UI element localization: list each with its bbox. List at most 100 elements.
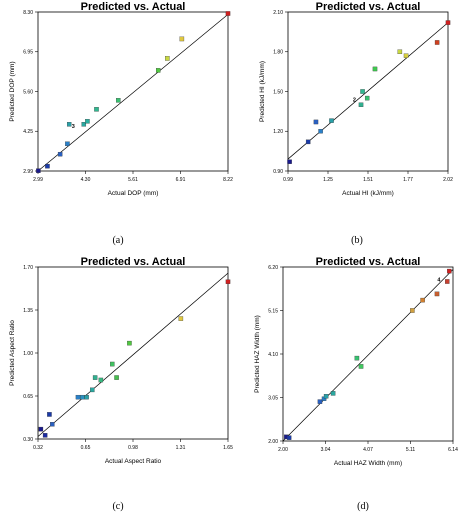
- data-point: [116, 98, 121, 103]
- data-point: [66, 122, 72, 127]
- x-tick-label: 1.77: [403, 177, 413, 183]
- data-point: [127, 340, 132, 346]
- data-point: [305, 139, 311, 145]
- x-tick-label: 6.14: [448, 447, 458, 453]
- y-tick-label: 1.70: [23, 265, 33, 271]
- x-tick-label: 8.22: [223, 177, 233, 183]
- data-point: [358, 364, 364, 369]
- point-count-label: 4: [437, 277, 441, 283]
- panel-label: (b): [351, 235, 363, 246]
- x-tick-label: 5.61: [128, 177, 138, 183]
- x-tick-label: 2.99: [33, 177, 43, 183]
- data-point: [114, 375, 119, 380]
- point-count-label: 2: [353, 97, 356, 103]
- data-point: [57, 151, 63, 157]
- panel-label: (d): [357, 501, 369, 512]
- y-tick-label: 5.60: [23, 89, 33, 95]
- plot-frame: [287, 11, 449, 172]
- y-tick-label: 2.99: [23, 169, 33, 175]
- x-axis-label: Actual HI (kJ/mm): [342, 190, 394, 197]
- y-tick-label: 4.25: [23, 129, 33, 135]
- data-point: [330, 391, 336, 396]
- data-point: [323, 394, 329, 399]
- data-point: [36, 168, 41, 173]
- x-tick-label: 6.91: [176, 177, 186, 183]
- data-point: [165, 56, 170, 61]
- y-tick-label: 2.00: [268, 439, 278, 445]
- panel-label: (a): [112, 235, 123, 246]
- data-point: [434, 40, 440, 45]
- y-tick-label: 0.30: [23, 437, 33, 443]
- y-tick-label: 8.30: [23, 10, 33, 16]
- data-point: [354, 355, 360, 361]
- fit-line: [37, 272, 229, 437]
- x-tick-label: 1.31: [176, 445, 186, 451]
- data-point: [47, 412, 52, 417]
- data-point: [38, 426, 44, 432]
- chart-title: Predicted vs. Actual: [316, 256, 421, 268]
- data-point: [360, 89, 365, 94]
- data-point: [434, 291, 440, 297]
- chart-title: Predicted vs. Actual: [81, 256, 186, 268]
- chart-panel: Predicted vs. Actual Actual DOP (mm) Predi…: [9, 1, 233, 246]
- chart-panel: Predicted vs. Actual Actual Aspect Ratio P…: [9, 256, 233, 512]
- data-point: [65, 141, 70, 147]
- chart-panel: Predicted vs. Actual Actual HI (kJ/mm) Pre…: [259, 1, 453, 246]
- data-point: [358, 102, 364, 108]
- x-tick-label: 4.07: [363, 447, 373, 453]
- x-tick-label: 5.11: [406, 447, 416, 453]
- y-tick-label: 1.80: [273, 50, 283, 56]
- data-point: [329, 118, 334, 123]
- data-point: [98, 377, 104, 383]
- fit-line: [287, 22, 449, 160]
- y-axis-label: Predicted HI (kJ/mm): [259, 61, 266, 122]
- data-point: [397, 49, 403, 55]
- data-point: [179, 36, 185, 42]
- x-tick-label: 0.99: [283, 177, 293, 183]
- x-tick-label: 4.30: [81, 177, 91, 183]
- data-point: [225, 279, 231, 284]
- data-point: [318, 128, 323, 134]
- x-tick-label: 0.98: [128, 445, 138, 451]
- y-tick-label: 6.95: [23, 50, 33, 56]
- data-point: [94, 107, 99, 112]
- point-count-label: 3: [72, 124, 75, 130]
- data-point: [90, 387, 95, 393]
- y-axis-label: Predicted Aspect Ratio: [9, 320, 16, 386]
- data-point: [445, 20, 451, 25]
- y-axis-label: Predicted HAZ Width (mm): [254, 315, 261, 393]
- x-tick-label: 1.25: [323, 177, 333, 183]
- data-point: [287, 159, 292, 164]
- plot-frame: [37, 266, 229, 440]
- y-tick-label: 2.10: [273, 10, 283, 16]
- y-tick-label: 5.15: [268, 308, 278, 314]
- y-tick-label: 1.20: [273, 129, 283, 135]
- x-axis-label: Actual Aspect Ratio: [105, 458, 162, 465]
- data-point: [84, 394, 89, 400]
- y-tick-label: 1.50: [273, 89, 283, 95]
- x-tick-label: 1.65: [223, 445, 233, 451]
- data-point: [403, 53, 409, 58]
- data-point: [81, 122, 87, 127]
- data-point: [364, 95, 370, 101]
- data-point: [286, 435, 292, 440]
- y-tick-label: 6.20: [268, 265, 278, 271]
- x-axis-label: Actual DOP (mm): [108, 190, 159, 197]
- y-tick-label: 0.90: [273, 169, 283, 175]
- data-point: [42, 433, 48, 438]
- data-point: [110, 361, 115, 367]
- chart-title: Predicted vs. Actual: [316, 1, 421, 13]
- data-point: [313, 119, 319, 125]
- y-tick-label: 1.35: [23, 308, 33, 314]
- data-point: [420, 297, 425, 303]
- x-tick-label: 2.02: [443, 177, 453, 183]
- x-tick-label: 3.04: [321, 447, 331, 453]
- data-point: [178, 316, 184, 321]
- y-tick-label: 3.05: [268, 395, 278, 401]
- y-tick-label: 1.00: [23, 351, 33, 357]
- data-point: [410, 308, 415, 313]
- x-axis-label: Actual HAZ Width (mm): [334, 460, 402, 467]
- data-point: [80, 394, 85, 400]
- x-tick-label: 0.32: [33, 445, 43, 451]
